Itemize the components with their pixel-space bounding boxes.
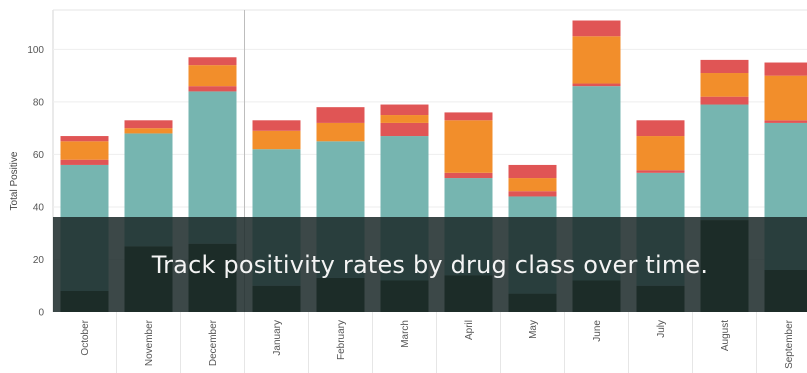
x-tick-label: September: [784, 319, 795, 369]
bar-segment-september-3: [764, 75, 807, 121]
bar-segment-december-3: [188, 65, 237, 87]
x-tick-label: March: [400, 320, 411, 348]
bar-segment-december-2: [188, 86, 237, 92]
bar-segment-march-3: [380, 115, 429, 123]
bar-segment-april-3: [444, 120, 493, 173]
bar-segment-january-4: [252, 120, 301, 131]
bar-segment-november-4: [124, 120, 173, 129]
bar-segment-april-2: [444, 172, 493, 179]
y-tick-label: 60: [33, 150, 45, 161]
bar-segment-may-3: [508, 178, 557, 192]
y-tick-label: 80: [33, 97, 45, 108]
bar-segment-june-4: [572, 20, 621, 37]
bar-segment-october-3: [60, 141, 109, 160]
bar-segment-august-4: [700, 59, 749, 74]
bar-segment-july-2: [636, 170, 685, 173]
bar-segment-may-4: [508, 164, 557, 179]
bar-segment-september-2: [764, 120, 807, 123]
x-tick-label: May: [528, 320, 539, 339]
bar-segment-november-3: [124, 128, 173, 134]
y-tick-label: 20: [33, 255, 45, 266]
bar-segment-april-4: [444, 112, 493, 121]
bar-segment-july-4: [636, 120, 685, 137]
bar-segment-may-2: [508, 191, 557, 197]
bar-segment-june-3: [572, 36, 621, 84]
caption-banner: Track positivity rates by drug class ove…: [53, 217, 807, 312]
bar-segment-october-4: [60, 136, 109, 142]
y-tick-label: 40: [33, 202, 45, 213]
x-tick-label: January: [272, 320, 283, 356]
y-tick-label: 100: [27, 45, 44, 56]
bar-segment-june-2: [572, 83, 621, 87]
bar-segment-february-4: [316, 107, 365, 123]
bar-segment-march-4: [380, 104, 429, 116]
bar-segment-december-4: [188, 57, 237, 66]
x-tick-label: August: [720, 320, 731, 351]
bar-segment-january-3: [252, 130, 301, 150]
bar-segment-july-3: [636, 136, 685, 171]
caption-text: Track positivity rates by drug class ove…: [151, 250, 709, 279]
bar-segment-october-2: [60, 159, 109, 165]
y-axis-title: Total Positive: [9, 151, 20, 210]
x-tick-label: December: [208, 319, 219, 366]
bar-segment-february-3: [316, 122, 365, 142]
bar-segment-august-2: [700, 96, 749, 105]
bar-segment-september-4: [764, 62, 807, 76]
bar-segment-august-3: [700, 73, 749, 97]
bar-segment-march-2: [380, 122, 429, 137]
x-tick-label: October: [80, 319, 91, 355]
x-tick-label: July: [656, 320, 667, 338]
x-tick-label: November: [144, 319, 155, 366]
x-tick-label: April: [464, 320, 475, 340]
x-tick-label: February: [336, 320, 347, 360]
y-tick-label: 0: [38, 308, 44, 319]
x-tick-label: June: [592, 320, 603, 342]
bar-segment-august-1: [700, 104, 749, 221]
